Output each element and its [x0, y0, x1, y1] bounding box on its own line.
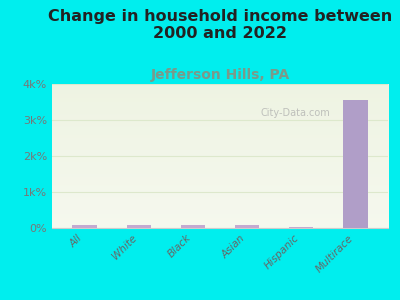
Bar — [181, 225, 205, 228]
Bar — [126, 225, 151, 228]
Text: Jefferson Hills, PA: Jefferson Hills, PA — [150, 68, 290, 82]
Bar — [289, 226, 314, 228]
Text: City-Data.com: City-Data.com — [260, 108, 330, 118]
Text: Change in household income between
2000 and 2022: Change in household income between 2000 … — [48, 9, 392, 41]
Bar — [72, 225, 97, 228]
Bar — [343, 100, 368, 228]
Bar — [235, 225, 259, 228]
